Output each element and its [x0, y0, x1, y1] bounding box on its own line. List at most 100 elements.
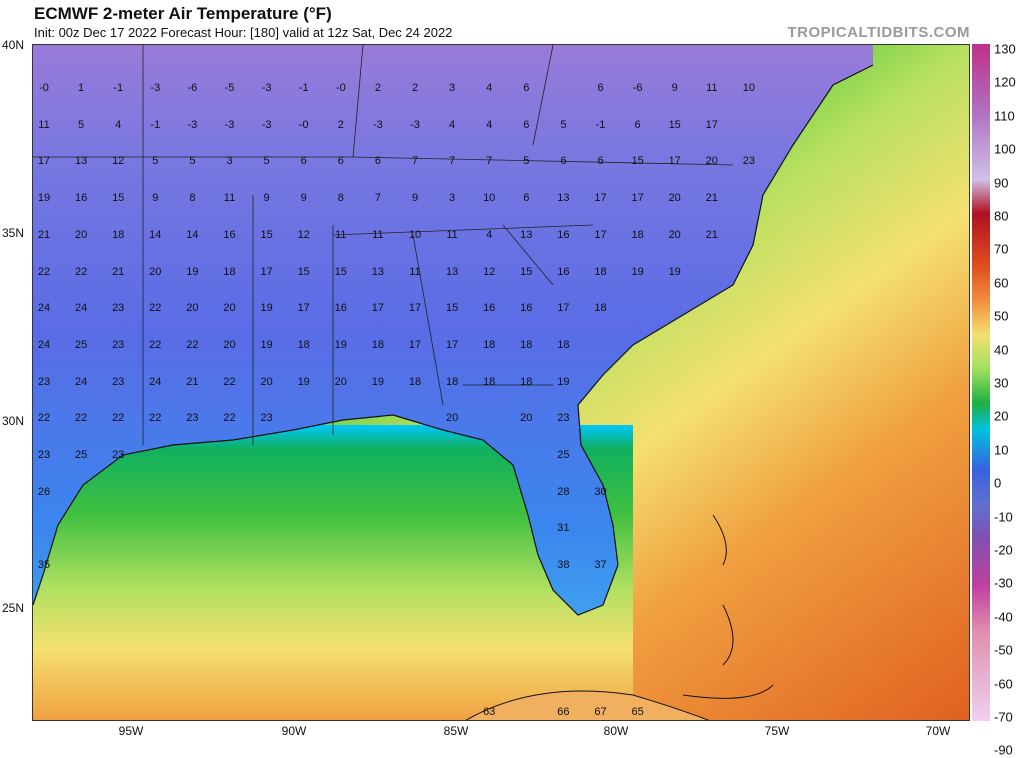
temp-value-label: 6 — [523, 192, 530, 205]
temp-value-label: 1 — [78, 82, 85, 94]
temp-value-label: 19 — [668, 265, 681, 278]
colorbar-tick: 100 — [994, 141, 1016, 157]
temp-value-label: 17 — [594, 228, 607, 241]
temp-value-label: 22 — [149, 412, 162, 425]
temp-value-label: 24 — [149, 375, 162, 388]
temp-value-label: 8 — [337, 192, 344, 205]
temp-value-label: 17 — [371, 302, 385, 315]
temp-value-label: 4 — [486, 118, 493, 131]
temp-value-label: 23 — [260, 412, 273, 425]
temp-value-label: -1 — [113, 82, 124, 94]
temp-value-label: 6 — [300, 155, 307, 168]
chart-subtitle: Init: 00z Dec 17 2022 Forecast Hour: [18… — [34, 25, 453, 40]
temp-value-label: 19 — [557, 375, 570, 388]
temp-value-label: -3 — [261, 82, 272, 94]
temp-value-label: 10 — [408, 228, 422, 241]
temp-value-label: 15 — [445, 302, 459, 315]
temp-value-label: 2 — [337, 118, 344, 131]
temp-value-label: 20 — [74, 228, 88, 241]
temp-value-label: 22 — [149, 302, 162, 315]
temp-value-label: 24 — [74, 302, 88, 315]
temp-value-label: 12 — [483, 265, 496, 278]
temp-value-label: -5 — [224, 82, 235, 94]
temp-value-label: 24 — [37, 338, 51, 351]
temp-value-label: 17 — [668, 155, 681, 168]
temp-value-label: 22 — [74, 412, 88, 425]
cuba-landmass — [465, 690, 710, 720]
colorbar-tick: -20 — [994, 542, 1013, 558]
temp-value-label: 16 — [483, 302, 496, 315]
temp-value-label: 15 — [631, 155, 644, 168]
temp-value-label: 20 — [223, 302, 236, 315]
temp-value-label: 9 — [152, 192, 159, 205]
temp-value-label: 25 — [557, 449, 570, 461]
map-canvas — [33, 45, 969, 720]
colorbar-tick: 50 — [994, 308, 1009, 324]
colorbar-tick: -50 — [994, 642, 1013, 658]
colorbar — [972, 44, 990, 721]
temp-value-label: 20 — [334, 375, 347, 388]
temp-value-label: 17 — [445, 338, 459, 351]
colorbar-tick: 60 — [994, 275, 1009, 291]
lat-label-40n: 40N — [2, 38, 25, 52]
colorbar-tick: 70 — [994, 241, 1009, 257]
temp-value-label: 13 — [445, 265, 459, 278]
temp-value-label: 4 — [449, 118, 456, 131]
temp-value-label: 12 — [112, 155, 125, 168]
temp-value-label: -3 — [410, 118, 420, 131]
temp-value-label: 38 — [557, 559, 570, 572]
temp-value-label: 13 — [520, 228, 533, 241]
temp-value-label: 22 — [74, 265, 88, 278]
temp-value-label: 14 — [149, 228, 162, 241]
temp-value-label: 23 — [112, 449, 125, 461]
temp-value-label: 16 — [74, 192, 88, 205]
temp-value-label: 17 — [37, 155, 51, 168]
colorbar-tick: 110 — [994, 108, 1015, 124]
temp-value-label: 35 — [37, 559, 51, 572]
temp-value-label: 13 — [74, 155, 88, 168]
temp-value-label: 23 — [742, 155, 756, 168]
colorbar-tick: 30 — [994, 375, 1009, 391]
temp-value-label: 22 — [223, 412, 236, 425]
temp-value-label: 18 — [223, 265, 236, 278]
temp-value-label: 22 — [37, 412, 51, 425]
temp-value-label: 20 — [705, 155, 718, 168]
temp-value-label: 20 — [260, 375, 273, 388]
lon-label-70w: 70W — [925, 724, 951, 738]
state-borders — [33, 45, 734, 445]
temp-value-label: 20 — [186, 302, 199, 315]
temp-value-label: 31 — [557, 522, 570, 535]
temp-value-label: -1 — [150, 118, 161, 131]
temp-value-label: 6 — [560, 155, 567, 168]
lat-label-35n: 35N — [2, 226, 25, 240]
lon-label-95w: 95W — [118, 724, 144, 738]
temp-value-label: 21 — [186, 375, 199, 388]
temp-value-label: 6 — [374, 155, 381, 168]
temp-value-label: 13 — [557, 192, 570, 205]
temp-value-label: 5 — [152, 155, 159, 168]
temp-value-label: 5 — [78, 118, 85, 131]
temp-value-label: 23 — [112, 338, 125, 351]
colorbar-tick: 90 — [994, 175, 1009, 191]
lon-label-80w: 80W — [603, 724, 629, 738]
temp-value-label: 17 — [297, 302, 310, 315]
temp-value-label: -0 — [298, 118, 309, 131]
colorbar-tick: 0 — [994, 475, 1002, 491]
temp-value-label: 20 — [223, 338, 236, 351]
temp-value-label: 16 — [334, 302, 347, 315]
temp-value-label: 6 — [597, 155, 604, 168]
temp-value-label: 22 — [37, 265, 51, 278]
temp-value-label: 19 — [37, 192, 51, 205]
temp-value-label: -1 — [298, 82, 309, 94]
colorbar-tick: -10 — [994, 509, 1013, 525]
temp-value-label: 65 — [631, 705, 644, 718]
temp-value-label: 19 — [297, 375, 310, 388]
chart-title: ECMWF 2-meter Air Temperature (°F) — [34, 4, 332, 23]
colorbar-tick: -60 — [994, 676, 1013, 692]
temp-value-label: 6 — [337, 155, 344, 168]
temp-value-label: 4 — [486, 82, 493, 94]
temp-value-label: 18 — [445, 375, 459, 388]
temp-value-label: 5 — [189, 155, 196, 168]
temp-value-label: 23 — [37, 449, 51, 461]
colorbar-tick: 20 — [994, 408, 1009, 424]
